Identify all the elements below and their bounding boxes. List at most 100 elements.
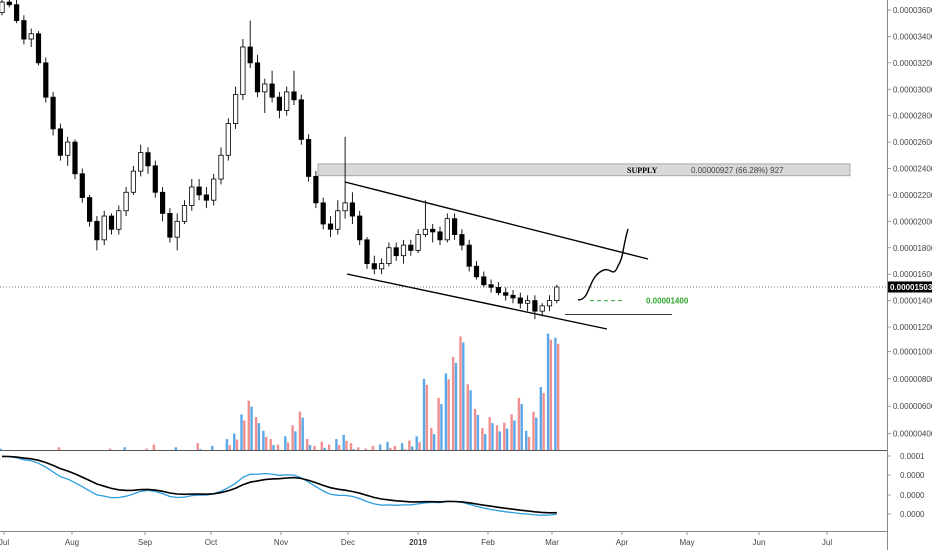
candle-body bbox=[371, 263, 377, 270]
candle-body bbox=[451, 218, 458, 235]
candle bbox=[211, 173, 217, 206]
volume-bar bbox=[313, 445, 316, 450]
volume-tick-label: 0.00001000 bbox=[893, 347, 932, 356]
volume-bar bbox=[393, 445, 396, 450]
candle-body bbox=[218, 154, 224, 180]
price-tick-label: 0.00003600 bbox=[893, 6, 932, 15]
volume-bar bbox=[425, 384, 428, 450]
candle bbox=[335, 200, 341, 235]
support-marker[interactable]: 0.00001400 bbox=[565, 297, 689, 315]
candle bbox=[65, 136, 71, 166]
volume-bar bbox=[254, 417, 258, 450]
candle-body bbox=[430, 228, 436, 233]
supply-zone-box[interactable] bbox=[317, 163, 851, 177]
volume-bar bbox=[542, 393, 545, 450]
volume-tick-label: 0.00000400 bbox=[893, 430, 932, 439]
supply-zone[interactable]: SUPPLY 0.00000927 (66.28%) 927 bbox=[317, 163, 851, 177]
candle bbox=[451, 213, 458, 240]
volume-bar bbox=[196, 443, 199, 450]
time-tick-label: Sep bbox=[138, 538, 153, 547]
volume-bar bbox=[418, 442, 421, 450]
candle bbox=[116, 205, 122, 235]
lower-channel-line[interactable] bbox=[346, 273, 608, 330]
volume-bar bbox=[320, 441, 323, 450]
volume-bar bbox=[415, 436, 418, 450]
candle-body bbox=[503, 292, 509, 296]
candle-body bbox=[87, 197, 93, 222]
volume-bar bbox=[432, 434, 436, 450]
volume-bar bbox=[308, 445, 312, 450]
volume-bar bbox=[235, 439, 239, 450]
candle bbox=[349, 192, 356, 224]
volume-bar bbox=[294, 431, 297, 450]
volume-bar bbox=[495, 425, 499, 450]
indicator-tick-label: 0.0000 bbox=[900, 491, 925, 500]
time-tick-label: 2019 bbox=[409, 538, 427, 547]
volume-bar bbox=[525, 430, 528, 450]
volume-bar bbox=[535, 417, 538, 450]
volume-bar bbox=[276, 444, 280, 450]
slow-line bbox=[1, 455, 557, 514]
volume-bar bbox=[364, 448, 367, 450]
candle-body bbox=[145, 152, 151, 167]
price-tick-label: 0.00002600 bbox=[893, 138, 932, 147]
candle bbox=[269, 70, 275, 103]
candle-body bbox=[335, 210, 341, 230]
volume-bar bbox=[345, 440, 348, 450]
current-price-badge bbox=[888, 281, 932, 293]
support-label: 0.00001400 bbox=[646, 297, 689, 306]
volume-bar bbox=[484, 434, 487, 450]
candle-body bbox=[94, 220, 100, 241]
supply-label: SUPPLY bbox=[627, 166, 658, 175]
candle-body bbox=[174, 220, 180, 238]
candle bbox=[145, 147, 151, 174]
candle bbox=[546, 295, 553, 312]
volume-bar bbox=[444, 373, 448, 450]
volume-bar bbox=[520, 403, 523, 450]
volume-bar bbox=[554, 337, 557, 450]
volume-bar bbox=[247, 400, 250, 450]
candle bbox=[422, 200, 429, 238]
time-axis[interactable]: Jul Aug Sep Oct Nov Dec 2019 Feb Mar Apr May Jun Jul bbox=[0, 531, 832, 547]
price-axis[interactable]: 0.00003600 0.00003400 0.00003200 0.00003000… bbox=[887, 6, 932, 439]
candle-body bbox=[473, 265, 480, 278]
volume-bar bbox=[174, 447, 177, 450]
candle bbox=[386, 242, 392, 267]
upper-channel-line[interactable] bbox=[344, 181, 649, 260]
candle-body bbox=[305, 139, 312, 177]
volume-tick-label: 0.00000600 bbox=[893, 402, 932, 411]
candle-body bbox=[415, 234, 421, 251]
volume-bar bbox=[454, 362, 458, 450]
time-tick-label: Oct bbox=[205, 538, 218, 547]
candle bbox=[503, 287, 509, 301]
price-tick-label: 0.00002000 bbox=[893, 217, 932, 226]
candle-body bbox=[43, 62, 49, 98]
volume-bar bbox=[233, 433, 236, 450]
candle-body bbox=[21, 20, 27, 40]
volume-bar bbox=[286, 442, 290, 450]
volume-bar bbox=[269, 439, 272, 450]
time-tick-label: Apr bbox=[616, 538, 629, 547]
candle bbox=[218, 147, 224, 185]
candle-body bbox=[6, 1, 12, 6]
candle-body bbox=[254, 62, 261, 93]
candle bbox=[364, 237, 370, 269]
volume-bar bbox=[510, 414, 513, 450]
projection-curve[interactable] bbox=[577, 228, 629, 301]
volume-bar bbox=[430, 428, 433, 450]
candle bbox=[43, 57, 49, 103]
time-tick-label: Jun bbox=[753, 538, 766, 547]
volume-bar bbox=[228, 445, 231, 450]
time-tick-label: Jul bbox=[822, 538, 832, 547]
volume-bar bbox=[389, 447, 392, 450]
candle bbox=[108, 213, 115, 235]
candle bbox=[94, 216, 100, 251]
volume-bar bbox=[379, 444, 382, 450]
candle-body bbox=[378, 263, 385, 270]
volume-bar bbox=[505, 428, 509, 450]
indicator-tick-label: 0.0000 bbox=[900, 471, 925, 480]
volume-bar bbox=[403, 449, 407, 450]
candle-body bbox=[0, 1, 5, 14]
candle bbox=[159, 186, 166, 222]
